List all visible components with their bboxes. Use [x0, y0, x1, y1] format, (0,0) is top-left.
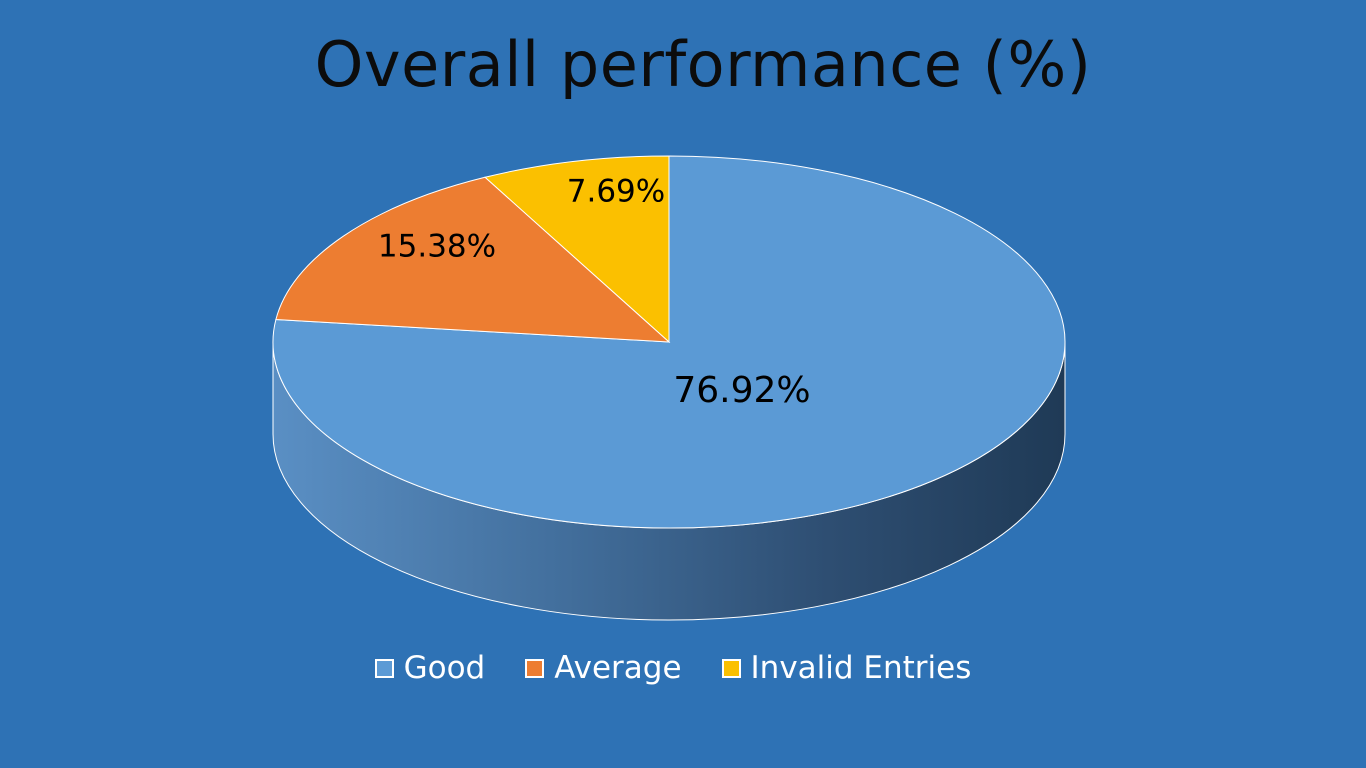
legend-item-invalid-entries: Invalid Entries — [721, 650, 972, 686]
chart-title: Overall performance (%) — [314, 28, 1092, 101]
legend-swatch — [525, 658, 545, 678]
pie-data-labels: 76.92% 7.69% 15.38% — [378, 174, 811, 412]
legend-item-good: Good — [374, 650, 486, 686]
legend-item-average: Average — [525, 650, 682, 686]
pie-slice-average — [275, 176, 671, 343]
pie-top-slices — [272, 155, 1066, 529]
legend-label: Good — [403, 650, 486, 686]
data-label-average: 15.38% — [378, 229, 496, 265]
data-label-invalid-entries: 7.69% — [567, 174, 665, 210]
pie-slice-good — [272, 155, 1066, 529]
legend-swatch — [721, 658, 741, 678]
legend-label: Average — [554, 650, 682, 686]
legend-label: Invalid Entries — [750, 650, 972, 686]
pie-slice-invalid-entries — [483, 155, 670, 344]
legend: Good Average Invalid Entries — [0, 650, 1346, 686]
legend-swatch — [374, 658, 394, 678]
data-label-good: 76.92% — [673, 370, 810, 411]
